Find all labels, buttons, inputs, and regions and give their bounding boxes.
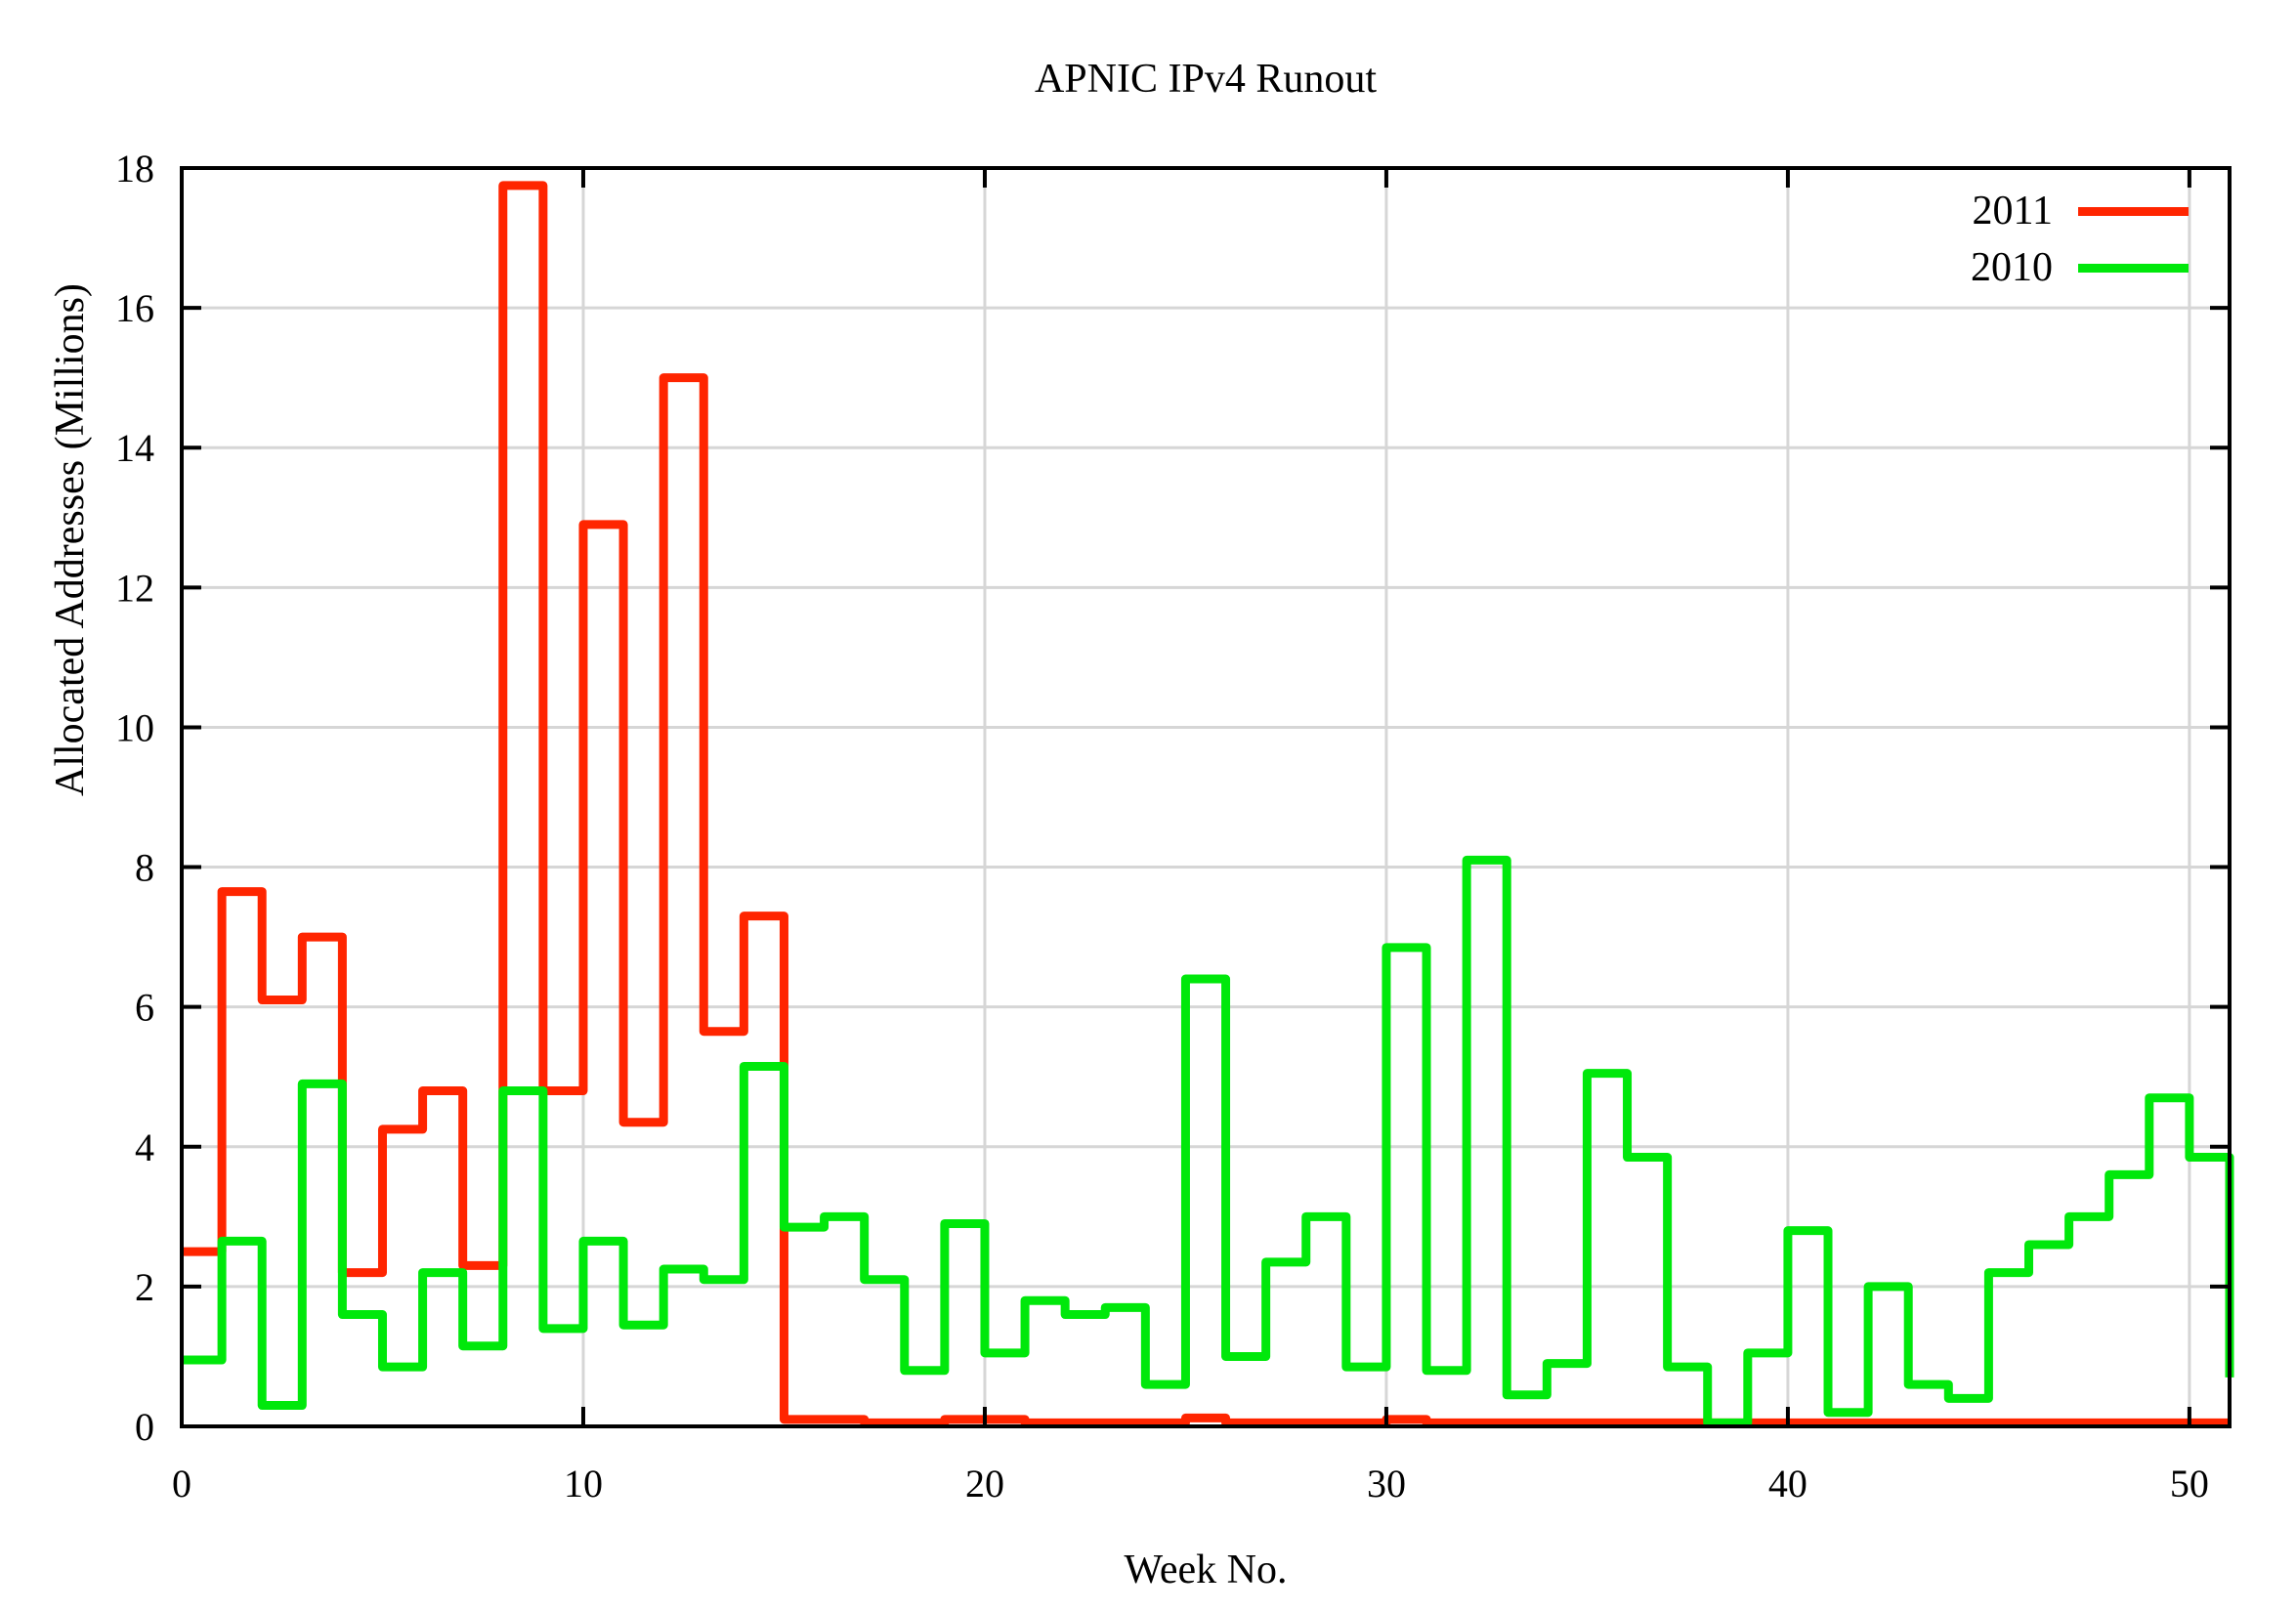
legend-item-2011: 2011 [1856,188,2189,234]
y-tick-label: 4 [135,1125,154,1169]
legend-swatch-2011 [2078,206,2189,216]
legend-label-2010: 2010 [1971,245,2053,290]
x-tick-label: 30 [1367,1462,1406,1506]
y-tick-label: 2 [135,1265,154,1309]
series-2010-line [182,855,2234,1427]
axis-ticks [180,166,2230,1428]
legend-swatch-2010 [2078,263,2189,273]
legend-item-2010: 2010 [1856,244,2189,291]
y-tick-labels: 0 2 4 6 8 10 12 14 16 18 [115,147,154,1449]
y-tick-label: 8 [135,846,154,890]
x-tick-label: 20 [965,1462,1004,1506]
y-tick-label: 14 [115,426,154,470]
legend-label-2011: 2011 [1972,189,2053,233]
legend: 2011 2010 [1856,188,2189,291]
x-tick-label: 40 [1768,1462,1807,1506]
y-tick-label: 12 [115,566,154,610]
x-tick-labels: 0 10 20 30 40 50 [172,1462,2209,1506]
x-tick-label: 10 [564,1462,603,1506]
gridlines [182,168,2230,1426]
x-tick-label: 50 [2170,1462,2209,1506]
x-tick-label: 0 [172,1462,191,1506]
y-tick-label: 10 [115,705,154,749]
x-axis-title: Week No. [1124,1548,1288,1592]
y-tick-label: 0 [135,1405,154,1449]
chart-title: APNIC IPv4 Runout [1034,57,1378,102]
y-tick-label: 16 [115,286,154,330]
plot-border [180,166,2232,1428]
y-tick-label: 18 [115,147,154,191]
series-2011-line [182,181,2230,1427]
y-tick-label: 6 [135,986,154,1030]
